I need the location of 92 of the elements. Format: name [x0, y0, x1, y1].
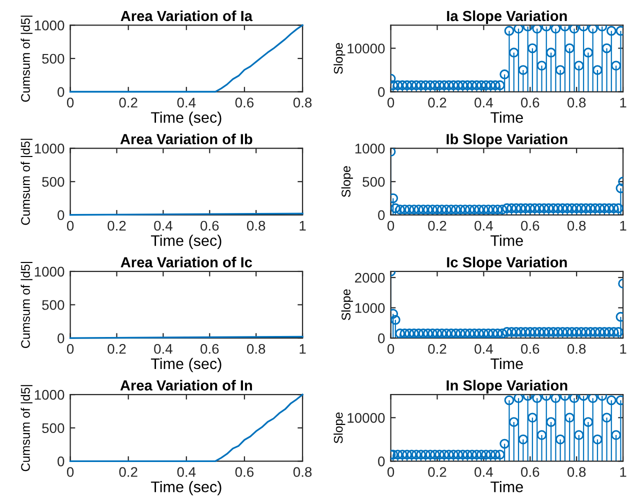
y-tick-label: 0	[58, 87, 64, 97]
x-tick-label: 0.2	[119, 98, 138, 108]
x-tick-label: 0.6	[200, 220, 219, 231]
x-tick-label: 0.6	[521, 344, 540, 354]
y-axis-title: Cumsum of |d5|	[20, 138, 32, 225]
x-tick-label: 0.4	[474, 344, 493, 354]
y-axis-title: Slope	[341, 166, 353, 198]
chart-title: Area Variation of Ib	[120, 134, 252, 144]
x-axis-title: Time (sec)	[150, 481, 222, 496]
y-axis-title: Slope	[334, 43, 346, 74]
y-axis-title: Cumsum of |d5|	[20, 385, 32, 472]
y-tick-label: 500	[42, 300, 64, 310]
x-tick-label: 0.8	[246, 220, 266, 231]
y-tick-label: 0	[58, 210, 64, 220]
x-axis-title: Time (sec)	[150, 234, 222, 250]
y-tick-label: 500	[42, 176, 64, 187]
x-tick-label: 0.6	[235, 467, 254, 477]
x-tick-label: 0.4	[154, 344, 172, 354]
x-tick-label: 0.8	[293, 98, 312, 108]
y-tick-label: 0	[58, 456, 64, 466]
y-tick-label: 1000	[355, 144, 385, 154]
x-tick-label: 0	[66, 467, 74, 477]
x-axis-title: Time (sec)	[150, 358, 222, 372]
x-tick-label: 0.6	[521, 220, 540, 231]
y-tick-label: 500	[362, 176, 385, 187]
chart-title: Ib Slope Variation	[446, 134, 568, 148]
x-tick-label: 0	[387, 344, 394, 354]
x-tick-label: 0.8	[293, 467, 312, 477]
x-tick-label: 0.8	[246, 344, 266, 354]
x-tick-label: 0	[66, 98, 74, 108]
chart-title: In Slope Variation	[446, 380, 568, 394]
x-tick-label: 0.6	[521, 98, 540, 108]
x-tick-label: 0.4	[474, 220, 493, 231]
x-tick-label: 0.8	[567, 344, 586, 354]
x-tick-label: 1	[620, 98, 626, 108]
x-tick-label: 0.6	[235, 98, 254, 108]
x-tick-label: 0.2	[108, 344, 126, 354]
x-tick-label: 1	[300, 344, 306, 354]
y-tick-label: 0	[378, 456, 385, 466]
x-tick-label: 0.4	[474, 98, 493, 108]
y-tick-label: 0	[378, 333, 385, 344]
y-tick-label: 1000	[34, 390, 64, 400]
chart-title: Ia Slope Variation	[447, 10, 567, 24]
y-tick-label: 500	[42, 54, 64, 64]
x-tick-label: 0.8	[567, 220, 586, 231]
x-axis-title: Time	[490, 112, 523, 123]
x-tick-label: 0.8	[567, 467, 586, 477]
x-tick-label: 0.6	[521, 467, 540, 477]
x-axis-title: Time	[490, 358, 523, 370]
y-tick-label: 2000	[355, 272, 385, 283]
x-tick-label: 0	[66, 220, 74, 231]
y-axis-title: Slope	[341, 289, 353, 320]
y-axis-title: Cumsum of |d5|	[20, 16, 32, 102]
x-axis-title: Time	[490, 481, 523, 492]
x-tick-label: 0	[387, 467, 394, 477]
x-axis-title: Time	[490, 234, 523, 246]
x-tick-label: 1	[300, 220, 306, 231]
chart-title: Ic Slope Variation	[447, 256, 567, 270]
x-tick-label: 0.4	[177, 467, 196, 477]
y-axis-title: Cumsum of |d5|	[20, 262, 32, 348]
x-tick-label: 0.2	[108, 220, 126, 231]
y-tick-label: 0	[378, 87, 385, 97]
x-tick-label: 0.6	[200, 344, 219, 354]
x-tick-label: 0	[387, 220, 394, 231]
x-tick-label: 0.2	[428, 98, 446, 108]
y-tick-label: 500	[42, 423, 64, 434]
chart-title: Area Variation of Ia	[120, 10, 253, 22]
x-tick-label: 0.2	[428, 467, 446, 477]
y-tick-label: 10000	[348, 44, 385, 54]
x-tick-label: 0.4	[474, 467, 493, 477]
y-tick-label: 1000	[34, 20, 64, 30]
chart-title: Area Variation of Ic	[120, 256, 252, 268]
chart-title: Area Variation of In	[120, 380, 252, 391]
x-axis-title: Time (sec)	[150, 112, 222, 126]
x-tick-label: 0	[66, 344, 74, 354]
y-tick-label: 1000	[34, 266, 64, 277]
x-tick-label: 0	[387, 98, 394, 108]
x-tick-label: 0.8	[567, 98, 586, 108]
x-tick-label: 0.4	[154, 220, 172, 231]
y-tick-label: 0	[58, 333, 64, 344]
y-tick-label: 1000	[34, 144, 64, 154]
y-tick-label: 10000	[348, 412, 385, 423]
x-tick-label: 1	[620, 467, 626, 477]
y-axis-title: Slope	[334, 412, 346, 444]
y-tick-label: 1000	[355, 303, 385, 313]
x-tick-label: 0.4	[177, 98, 196, 108]
x-tick-label: 0.2	[428, 344, 446, 354]
x-tick-label: 0.2	[119, 467, 138, 477]
x-tick-label: 1	[620, 344, 626, 354]
x-tick-label: 0.2	[428, 220, 446, 231]
x-tick-label: 1	[620, 220, 626, 231]
y-tick-label: 0	[378, 210, 385, 220]
